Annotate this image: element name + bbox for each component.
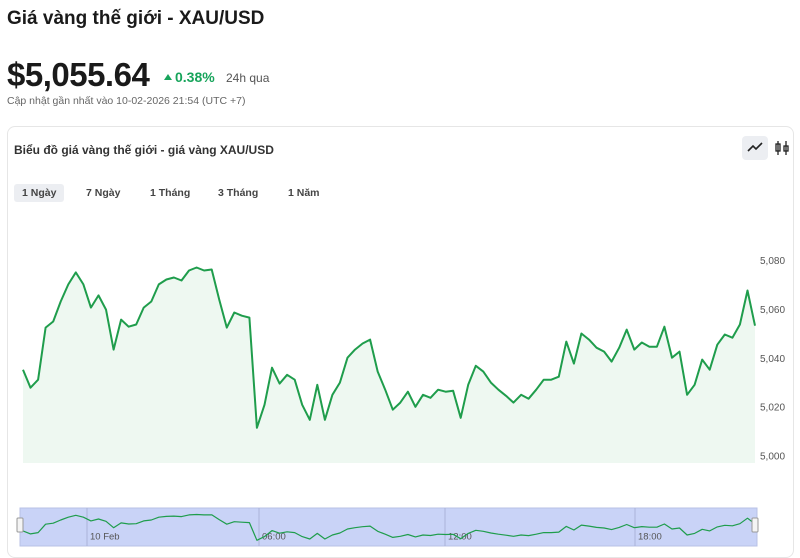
up-arrow: [164, 74, 172, 80]
price-line: [22, 266, 756, 429]
navigator-handle[interactable]: [751, 517, 759, 533]
navigator-label: 06:00: [262, 532, 286, 543]
range-tab[interactable]: 7 Ngày: [86, 187, 121, 199]
navigator-label: 12:00: [448, 532, 472, 543]
page-title: Giá vàng thế giới - XAU/USD: [7, 8, 265, 29]
candle-icon: [775, 141, 789, 155]
price-change: 0.38%: [175, 69, 215, 85]
y-tick-label: 5,060: [760, 305, 785, 316]
navigator-label: 10 Feb: [90, 532, 120, 543]
navigator-line: [22, 513, 756, 541]
y-tick-label: 5,080: [760, 256, 785, 267]
line-chart-button[interactable]: [742, 136, 768, 160]
navigator-handle[interactable]: [16, 517, 24, 533]
y-tick-label: 5,000: [760, 452, 785, 463]
chart-title: Biểu đồ giá vàng thế giới - giá vàng XAU…: [14, 143, 274, 157]
range-tab[interactable]: 1 Năm: [288, 187, 320, 199]
range-tab[interactable]: 1 Ngày: [14, 184, 65, 202]
line-icon: [747, 142, 763, 152]
range-tab[interactable]: 3 Tháng: [218, 187, 259, 199]
candle-chart-button[interactable]: [769, 136, 795, 160]
range-tab[interactable]: 1 Tháng: [150, 187, 191, 199]
navigator-label: 18:00: [638, 532, 662, 543]
price: $5,055.64: [7, 56, 150, 93]
update-time: Cập nhật gần nhất vào 10-02-2026 21:54 (…: [7, 95, 246, 107]
price-line-area: [23, 267, 755, 463]
y-tick-label: 5,020: [760, 403, 785, 414]
change-period: 24h qua: [226, 71, 270, 85]
y-tick-label: 5,040: [760, 354, 785, 365]
